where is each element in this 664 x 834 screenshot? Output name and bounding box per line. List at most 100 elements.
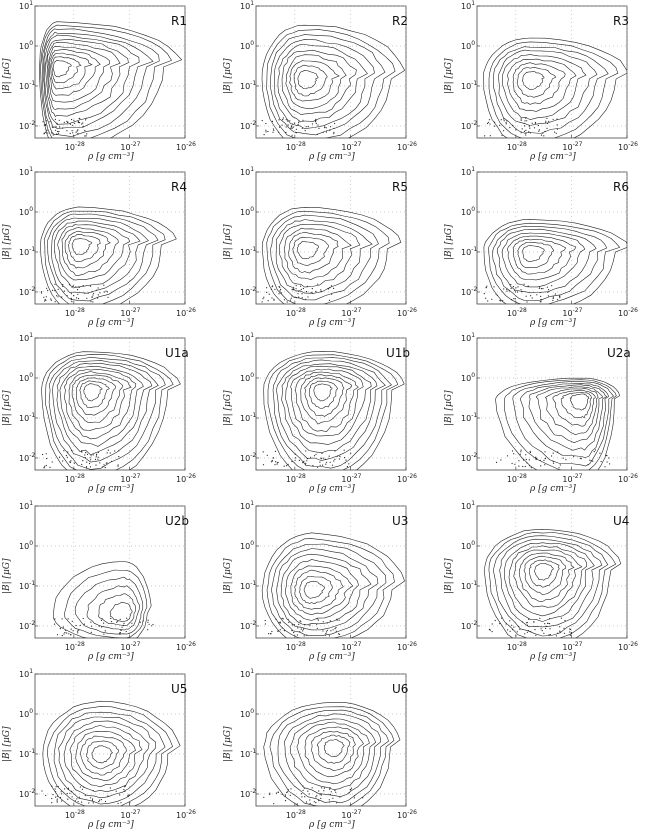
contour-speckle	[102, 466, 104, 468]
contour-speckle	[270, 461, 272, 463]
contour-speckle	[115, 790, 117, 792]
contour-line	[499, 538, 603, 628]
contour-speckle	[45, 464, 47, 467]
contour-speckle	[97, 297, 99, 299]
contour-speckle	[320, 289, 322, 291]
contour-speckle	[544, 464, 546, 466]
contour-speckle	[529, 132, 531, 134]
panel-plot-r6: 10-2 10-1 100 101 10-28 10-27 10-26	[461, 166, 638, 318]
x-tick-label: 10-28	[65, 141, 85, 152]
contour-speckle	[56, 801, 58, 803]
contour-speckle	[47, 132, 49, 134]
contour-speckle	[302, 462, 304, 464]
contour-line	[535, 386, 604, 444]
contour-speckle	[275, 461, 277, 463]
contour-speckle	[298, 122, 300, 124]
contour-speckle	[515, 287, 517, 289]
y-axis-label: |B| [μG]	[223, 726, 233, 762]
contour-line	[109, 601, 133, 622]
panel-plot-r3: 10-2 10-1 100 101 10-28 10-27 10-26	[461, 0, 638, 152]
contour-speckle	[496, 294, 498, 296]
contour-speckle	[313, 455, 316, 457]
x-tick-label: 10-28	[286, 641, 306, 652]
contour-speckle	[329, 461, 331, 463]
y-tick-label: 10-2	[240, 452, 256, 463]
contour-speckle	[539, 291, 541, 294]
contour-speckle	[299, 620, 301, 622]
contour-speckle	[45, 296, 47, 298]
contour-speckle	[126, 617, 128, 619]
x-axis-label: ρ [g cm⁻³]	[309, 652, 355, 662]
contour-speckle	[70, 633, 72, 636]
contour-speckle	[501, 134, 503, 136]
contour-speckle	[151, 625, 153, 627]
contour-speckle	[302, 789, 304, 791]
contour-speckle	[58, 119, 60, 121]
panel-label: U3	[392, 514, 409, 528]
contour-speckle	[336, 619, 338, 621]
contour-speckle	[262, 464, 265, 466]
contour-speckle	[280, 292, 282, 294]
contour-speckle	[93, 292, 95, 294]
contour-speckle	[261, 119, 263, 122]
x-tick-label: 10-27	[341, 473, 361, 484]
contour-speckle	[128, 632, 130, 634]
contour-line	[488, 532, 617, 638]
x-axis-label: ρ [g cm⁻³]	[530, 652, 576, 662]
contour-speckle	[523, 283, 525, 285]
contour-speckle	[272, 131, 274, 133]
contour-speckle	[491, 631, 493, 633]
contour-speckle	[273, 129, 275, 131]
contour-speckle	[147, 621, 149, 623]
contour-speckle	[338, 458, 340, 460]
contour-speckle	[535, 634, 537, 636]
contour-speckle	[540, 299, 542, 301]
contour-speckle	[500, 119, 502, 121]
contour-speckle	[330, 285, 333, 287]
contour-line	[560, 392, 593, 419]
contour-speckle	[90, 621, 92, 623]
contour-speckle	[51, 802, 53, 804]
contour-speckle	[318, 127, 320, 129]
contour-speckle	[304, 624, 306, 626]
contour-line	[488, 41, 619, 138]
contour-speckle	[328, 288, 330, 290]
x-tick-label: 10-28	[65, 641, 85, 652]
contour-speckle	[600, 460, 602, 463]
contour-speckle	[317, 619, 319, 621]
contour-speckle	[49, 466, 51, 468]
contour-speckle	[309, 623, 311, 625]
contour-speckle	[103, 291, 105, 293]
contour-speckle	[66, 121, 69, 124]
contour-speckle	[555, 132, 557, 134]
contour-speckle	[271, 630, 273, 633]
contour-speckle	[64, 632, 66, 634]
contour-line	[47, 45, 110, 103]
contour-speckle	[314, 121, 317, 123]
contour-line	[61, 227, 119, 276]
contour-speckle	[83, 623, 85, 625]
panel-label: R5	[392, 180, 408, 194]
contour-speckle	[499, 623, 501, 625]
contour-speckle	[84, 129, 86, 132]
contour-speckle	[287, 120, 289, 122]
contour-speckle	[97, 294, 99, 296]
contour-speckle	[517, 291, 519, 293]
contour-speckle	[329, 126, 332, 128]
axes-frame	[255, 171, 407, 305]
contour-line	[63, 569, 148, 638]
contour-speckle	[291, 460, 293, 463]
contour-line	[271, 543, 387, 636]
contour-line	[79, 380, 110, 408]
y-tick-label: 100	[19, 40, 33, 51]
contour-speckle	[82, 460, 84, 462]
contour-line	[50, 52, 93, 90]
contour-speckle	[88, 462, 91, 465]
contour-speckle	[85, 117, 87, 119]
contour-speckle	[334, 450, 336, 452]
contour-speckle	[282, 119, 284, 121]
contour-speckle	[68, 633, 70, 635]
axes-frame	[255, 505, 407, 639]
contour-line	[263, 702, 401, 806]
contour-speckle	[279, 622, 281, 624]
